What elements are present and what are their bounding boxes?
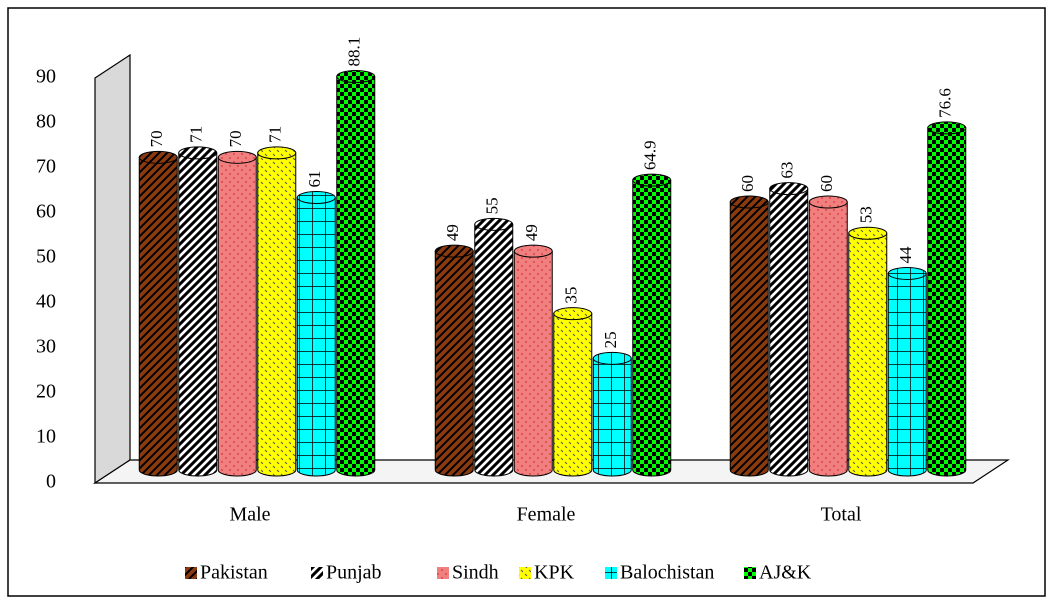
bar	[808, 201, 848, 477]
bar	[217, 156, 257, 477]
legend-label: Punjab	[326, 562, 382, 584]
legend-swatch	[605, 567, 617, 579]
bar	[553, 313, 593, 477]
bar-cap	[138, 150, 178, 164]
legend-swatch	[311, 567, 323, 579]
value-label: 60	[738, 175, 757, 192]
value-label: 49	[522, 224, 541, 241]
value-label: 60	[817, 175, 836, 192]
bar-cap	[434, 244, 474, 258]
x-tick-label: Total	[821, 504, 862, 526]
bar-cap	[729, 195, 769, 209]
bar-cap	[474, 217, 514, 231]
y-tick-label: 80	[36, 111, 56, 133]
bar-cap	[848, 226, 888, 240]
bar	[336, 75, 376, 477]
bar	[927, 127, 967, 477]
value-label: 71	[266, 126, 285, 143]
value-label: 55	[483, 197, 502, 214]
value-label: 76.6	[936, 88, 955, 118]
legend-label: AJ&K	[759, 562, 812, 584]
x-tick-label: Female	[517, 504, 576, 526]
bar	[138, 156, 178, 477]
legend-label: Sindh	[452, 562, 499, 584]
bar-cap	[927, 121, 967, 135]
bar	[257, 152, 297, 477]
y-tick-label: 20	[36, 381, 56, 403]
bar	[592, 357, 632, 477]
value-label: 25	[601, 331, 620, 348]
bar	[729, 201, 769, 477]
value-label: 71	[187, 126, 206, 143]
bar	[769, 188, 809, 477]
x-tick-label: Male	[229, 504, 270, 526]
y-tick-label: 40	[36, 291, 56, 313]
bar-cap	[513, 244, 553, 258]
bar	[474, 223, 514, 477]
bar-cap	[336, 69, 376, 83]
y-tick-label: 60	[36, 201, 56, 223]
y-tick-label: 30	[36, 336, 56, 358]
y-tick-label: 0	[46, 471, 56, 493]
bar-cap	[257, 146, 297, 160]
value-label: 64.9	[641, 140, 660, 170]
y-tick-label: 70	[36, 156, 56, 178]
bar-cap	[592, 351, 632, 365]
value-label: 35	[562, 287, 581, 304]
y-tick-label: 90	[36, 66, 56, 88]
bar	[434, 250, 474, 477]
bar-cap	[887, 266, 927, 280]
value-label: 70	[226, 130, 245, 147]
bar	[887, 272, 927, 477]
legend-swatch	[437, 567, 449, 579]
bar	[632, 179, 672, 477]
legend-swatch	[185, 567, 197, 579]
bar-cap	[217, 150, 257, 164]
bar	[848, 232, 888, 477]
value-label: 61	[305, 171, 324, 188]
y-tick-label: 10	[36, 426, 56, 448]
value-label: 70	[147, 130, 166, 147]
bar-cap	[553, 307, 593, 321]
legend-swatch	[519, 567, 531, 579]
bar	[513, 250, 553, 477]
y-tick-label: 50	[36, 246, 56, 268]
value-label: 88.1	[345, 37, 364, 67]
bar-cap	[769, 182, 809, 196]
value-label: 44	[896, 246, 915, 264]
legend-label: Pakistan	[200, 562, 268, 584]
value-label: 49	[443, 224, 462, 241]
bar	[296, 197, 336, 477]
value-label: 53	[857, 206, 876, 223]
legend-label: Balochistan	[620, 562, 714, 584]
legend-label: KPK	[534, 562, 575, 584]
bar-cap	[632, 173, 672, 187]
bar-cap	[296, 191, 336, 205]
bar-cap	[178, 146, 218, 160]
bar	[178, 152, 218, 477]
side-wall	[94, 53, 131, 485]
value-label: 63	[778, 162, 797, 179]
bar-cap	[808, 195, 848, 209]
legend-swatch	[744, 567, 756, 579]
